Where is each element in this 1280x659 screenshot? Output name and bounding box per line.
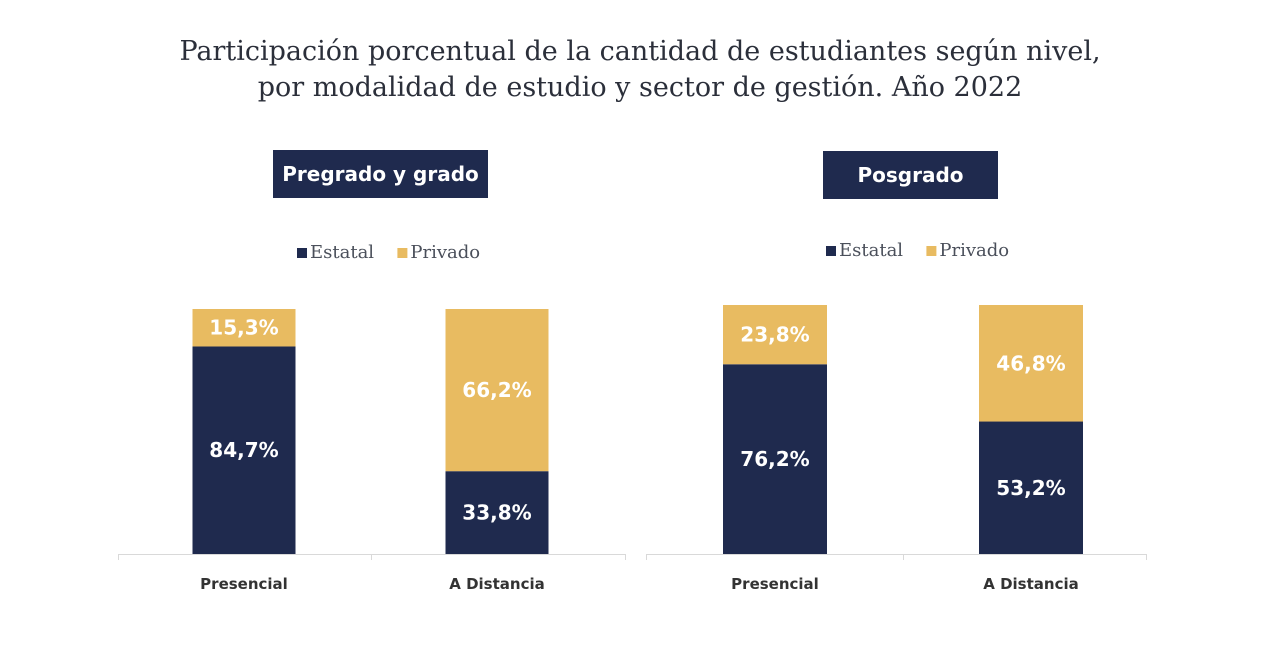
bar-estatal-1 — [723, 364, 827, 554]
bar-estatal-1 — [192, 346, 296, 554]
bar-estatal-2 — [979, 421, 1083, 554]
data-label-estatal-1: 76,2% — [740, 447, 809, 471]
data-label-estatal-1: 84,7% — [209, 438, 278, 462]
chart-title-line-1: Participación porcentual de la cantidad … — [179, 36, 1101, 67]
category-label-1: Presencial — [731, 575, 819, 593]
legend-label-estatal: Estatal — [310, 242, 374, 263]
category-label-2: A Distancia — [449, 575, 544, 593]
bar-privado-1 — [723, 305, 827, 365]
legend-swatch-estatal — [826, 246, 836, 256]
data-label-privado-2: 46,8% — [996, 351, 1065, 375]
bar-privado-2 — [445, 309, 549, 472]
panel-title-pregrado: Pregrado y grado — [273, 150, 488, 198]
chart-title: Participación porcentual de la cantidad … — [0, 34, 1280, 106]
chart-title-line-2: por modalidad de estudio y sector de ges… — [257, 72, 1023, 103]
panel-title-posgrado: Posgrado — [823, 151, 998, 199]
legend-swatch-privado — [926, 246, 937, 256]
category-label-1: Presencial — [200, 575, 288, 593]
bar-estatal-2 — [445, 471, 549, 554]
data-label-estatal-2: 33,8% — [462, 501, 531, 525]
data-label-privado-1: 15,3% — [209, 316, 278, 340]
bar-privado-2 — [979, 305, 1083, 422]
data-label-estatal-2: 53,2% — [996, 476, 1065, 500]
legend-label-privado: Privado — [939, 240, 1009, 261]
data-label-privado-1: 23,8% — [740, 323, 809, 347]
bar-privado-1 — [192, 309, 296, 347]
category-label-2: A Distancia — [983, 575, 1078, 593]
legend-swatch-privado — [397, 248, 408, 258]
data-label-privado-2: 66,2% — [462, 378, 531, 402]
legend-swatch-estatal — [297, 248, 307, 258]
legend-label-privado: Privado — [410, 242, 480, 263]
legend-label-estatal: Estatal — [839, 240, 903, 261]
